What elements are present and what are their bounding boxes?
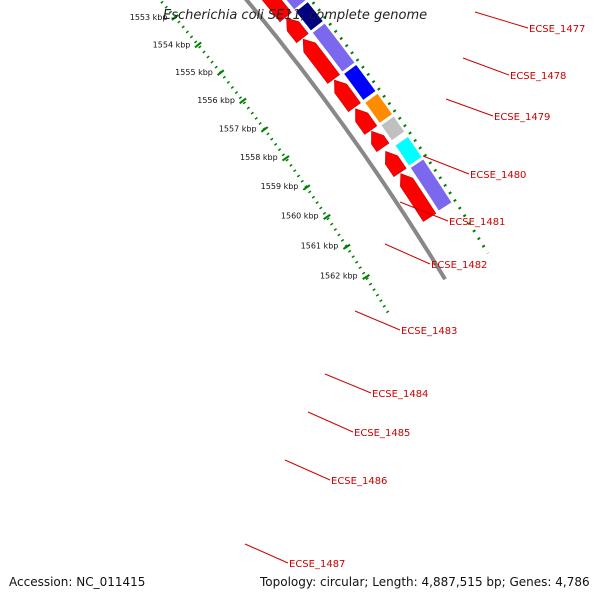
label-leader-ECSE_1479 bbox=[445, 98, 494, 117]
gene-arrow-ECSE_1487 bbox=[400, 173, 437, 222]
gene-label-ECSE_1485: ECSE_1485 bbox=[354, 428, 410, 439]
cog-block-ECSE_1481 bbox=[296, 2, 323, 31]
scale-tick bbox=[362, 274, 371, 280]
gene-label-ECSE_1478: ECSE_1478 bbox=[510, 71, 566, 82]
scale-tick-label: 1554 kbp bbox=[153, 40, 191, 49]
scale-tick bbox=[302, 184, 311, 191]
scale-tick-label: 1557 kbp bbox=[219, 124, 257, 133]
label-leader-ECSE_1484 bbox=[324, 373, 372, 394]
gene-label-ECSE_1480: ECSE_1480 bbox=[470, 170, 526, 181]
cog-block-ECSE_1480 bbox=[286, 0, 306, 10]
label-leader-ECSE_1483 bbox=[354, 310, 401, 331]
gene-arrow-ECSE_1484 bbox=[355, 108, 378, 135]
scale-tick-label: 1561 kbp bbox=[301, 241, 339, 250]
gene-label-ECSE_1484: ECSE_1484 bbox=[372, 389, 428, 400]
scale-tick bbox=[171, 14, 179, 21]
label-leader-ECSE_1482 bbox=[384, 243, 431, 265]
gene-label-ECSE_1477: ECSE_1477 bbox=[529, 24, 585, 35]
scale-tick bbox=[260, 126, 269, 133]
gene-arrow-ECSE_1481 bbox=[286, 17, 309, 44]
scale-tick bbox=[216, 69, 225, 76]
cog-block-ECSE_1484 bbox=[365, 93, 392, 123]
scale-tick bbox=[239, 97, 247, 105]
cog-block-ECSE_1487 bbox=[410, 159, 452, 211]
cog-block-ECSE_1486 bbox=[395, 137, 422, 166]
gene-label-ECSE_1487: ECSE_1487 bbox=[289, 559, 345, 570]
genome-bands bbox=[243, 0, 447, 281]
scale-tick-label: 1558 kbp bbox=[240, 153, 278, 162]
cog-block-ECSE_1483 bbox=[344, 64, 376, 100]
label-leader-ECSE_1480 bbox=[422, 155, 470, 175]
scale-tick-label: 1559 kbp bbox=[261, 182, 299, 191]
gene-arrow-ECSE_1480 bbox=[261, 0, 292, 23]
gene-label-ECSE_1482: ECSE_1482 bbox=[431, 260, 487, 271]
genome-title: Escherichia coli SE11, complete genome bbox=[163, 8, 428, 23]
backbone-line bbox=[243, 0, 447, 281]
scale-tick-label: 1556 kbp bbox=[197, 96, 235, 105]
genome-summary-text: Topology: circular; Length: 4,887,515 bp… bbox=[260, 575, 590, 589]
label-leader-ECSE_1478 bbox=[462, 57, 510, 76]
gene-labels: ECSE_1477 ECSE_1478 ECSE_1479 ECSE_1480 ECSE… bbox=[244, 11, 585, 570]
gene-label-ECSE_1481: ECSE_1481 bbox=[449, 217, 505, 228]
gene-arrow-ECSE_1486 bbox=[385, 150, 407, 178]
label-leader-ECSE_1485 bbox=[307, 411, 354, 433]
accession-text: Accession: NC_011415 bbox=[9, 575, 146, 589]
gene-label-ECSE_1479: ECSE_1479 bbox=[494, 112, 550, 123]
scale-tick-label: 1562 kbp bbox=[320, 271, 358, 280]
gene-label-ECSE_1486: ECSE_1486 bbox=[331, 476, 387, 487]
gene-track bbox=[261, 0, 437, 222]
label-leader-ECSE_1486 bbox=[284, 459, 331, 481]
scale-tick bbox=[342, 243, 351, 250]
scale-tick-label: 1553 kbp bbox=[130, 13, 168, 22]
gene-label-ECSE_1483: ECSE_1483 bbox=[401, 326, 457, 337]
label-leader-ECSE_1487 bbox=[244, 543, 289, 564]
cog-block-ECSE_1485 bbox=[381, 116, 405, 141]
scale-dotted-arc bbox=[158, 0, 390, 315]
label-leader-ECSE_1481 bbox=[399, 201, 449, 222]
cog-block-ECSE_1482 bbox=[312, 23, 355, 72]
scale-tick-label: 1560 kbp bbox=[281, 212, 319, 221]
label-leader-ECSE_1477 bbox=[474, 11, 529, 29]
gene-arrow-ECSE_1483 bbox=[334, 79, 361, 113]
scale-tick-label: 1555 kbp bbox=[175, 68, 213, 77]
scale-tick bbox=[323, 213, 331, 221]
gene-track-ticks bbox=[309, 0, 490, 255]
cog-track bbox=[286, 0, 452, 211]
scale-tick bbox=[281, 155, 290, 162]
gene-arrow-ECSE_1485 bbox=[371, 130, 390, 153]
gene-arrow-ECSE_1482 bbox=[302, 38, 341, 84]
scale-tick bbox=[194, 41, 202, 49]
